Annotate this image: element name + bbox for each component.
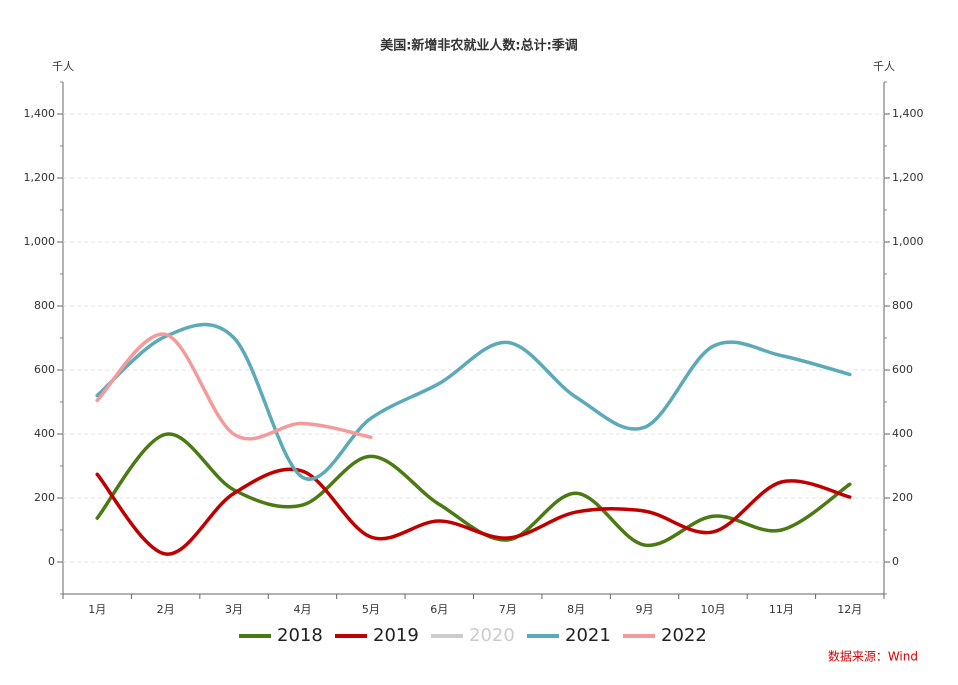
x-tick-label: 2月 [157, 603, 175, 616]
y2-tick-label: 1,400 [892, 107, 924, 120]
source-note: 数据来源：Wind [828, 649, 918, 664]
x-tick-label: 6月 [430, 603, 448, 616]
x-tick-label: 11月 [769, 603, 794, 616]
y-tick-label: 1,200 [24, 171, 56, 184]
y-tick-label: 600 [34, 363, 55, 376]
y2-tick-label: 800 [892, 299, 913, 312]
y2-tick-label: 1,000 [892, 235, 924, 248]
y-tick-label: 0 [48, 555, 55, 568]
x-tick-label: 1月 [88, 603, 106, 616]
series-line [95, 322, 852, 481]
y-tick-label: 1,000 [24, 235, 56, 248]
x-tick-label: 8月 [567, 603, 585, 616]
x-tick-label: 4月 [293, 603, 311, 616]
legend-label: 2020 [469, 625, 515, 646]
x-tick-label: 3月 [225, 603, 243, 616]
y-tick-label: 1,400 [24, 107, 56, 120]
x-tick-label: 10月 [700, 603, 725, 616]
y2-tick-label: 200 [892, 491, 913, 504]
x-tick-label: 7月 [499, 603, 517, 616]
legend-label: 2022 [661, 625, 707, 646]
x-tick-label: 5月 [362, 603, 380, 616]
legend-label: 2018 [277, 625, 323, 646]
x-tick-label: 12月 [837, 603, 862, 616]
y-tick-label: 200 [34, 491, 55, 504]
y-tick-label: 800 [34, 299, 55, 312]
legend-label: 2019 [373, 625, 419, 646]
y2-tick-label: 400 [892, 427, 913, 440]
series-line [95, 467, 852, 556]
y2-tick-label: 600 [892, 363, 913, 376]
y2-tick-label: 0 [892, 555, 899, 568]
x-tick-label: 9月 [636, 603, 654, 616]
y2-axis-unit: 千人 [873, 60, 895, 73]
y-tick-label: 400 [34, 427, 55, 440]
legend-label: 2021 [565, 625, 611, 646]
y-axis-unit: 千人 [52, 60, 74, 73]
chart-title: 美国:新增非农就业人数:总计:季调 [380, 38, 578, 54]
series-line [95, 432, 852, 547]
y2-tick-label: 1,200 [892, 171, 924, 184]
series-line [95, 332, 373, 441]
